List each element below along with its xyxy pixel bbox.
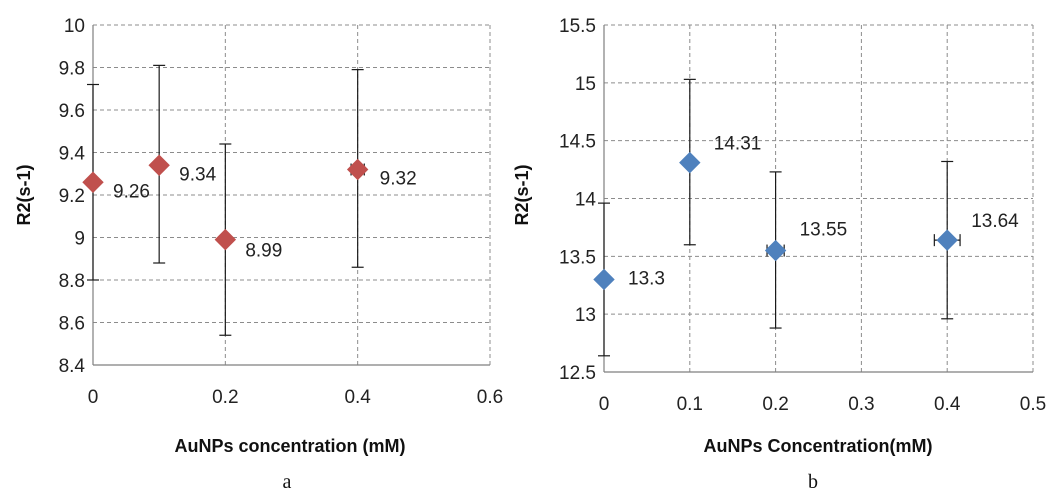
data-point-diamond: [82, 171, 104, 193]
y-tick-label: 9.6: [59, 101, 85, 122]
x-tick-label: 0: [88, 387, 99, 408]
x-tick-labels: 0 0.1 0.2 0.3 0.4 0.5: [599, 394, 1047, 415]
x-tick-label: 0.6: [477, 387, 503, 408]
data-point-diamond: [346, 158, 369, 181]
x-tick-label: 0: [599, 394, 610, 415]
y-tick-label: 12.5: [559, 363, 596, 384]
x-tick-label: 0.4: [934, 394, 961, 415]
y-tick-label: 9: [74, 229, 85, 250]
data-label: 13.3: [628, 268, 665, 289]
y-tick-label: 10: [64, 16, 85, 37]
data-label: 14.31: [714, 134, 762, 155]
panel-label: a: [283, 471, 292, 493]
gridlines: [93, 24, 491, 366]
data-point-diamond: [936, 229, 958, 251]
gridlines: [604, 24, 1034, 373]
y-tick-label: 13: [575, 305, 596, 326]
data-label: 8.99: [245, 241, 282, 262]
x-tick-label: 0.2: [762, 394, 788, 415]
y-axis-title: R2(s-1): [512, 164, 532, 225]
y-axis-title: R2(s-1): [14, 164, 34, 225]
data-labels: 9.26 9.34 8.99 9.32: [113, 164, 417, 261]
y-tick-labels: 12.5 13 13.5 14 14.5 15 15.5: [559, 16, 596, 384]
x-tick-label: 0.3: [848, 394, 874, 415]
x-tick-label: 0.5: [1020, 394, 1046, 415]
y-tick-label: 9.4: [59, 144, 86, 165]
x-tick-label: 0.2: [212, 387, 238, 408]
y-tick-label: 8.4: [59, 356, 86, 377]
x-axis-title: AuNPs concentration (mM): [174, 436, 405, 456]
y-tick-labels: 8.4 8.6 8.8 9 9.2 9.4 9.6 9.8 10: [59, 16, 86, 377]
data-points: [593, 151, 958, 291]
data-label: 9.34: [179, 164, 216, 185]
data-label: 9.26: [113, 181, 150, 202]
data-point-diamond: [593, 268, 615, 291]
x-axis-title: AuNPs Concentration(mM): [704, 436, 933, 456]
x-tick-labels: 0 0.2 0.4 0.6: [88, 387, 504, 408]
x-tick-label: 0.4: [344, 387, 371, 408]
y-tick-label: 8.8: [59, 271, 85, 292]
data-points: [82, 154, 369, 251]
data-label: 13.64: [971, 211, 1019, 232]
data-label: 9.32: [380, 169, 417, 190]
y-tick-label: 14: [575, 190, 597, 211]
y-tick-label: 13.5: [559, 247, 596, 268]
data-labels: 13.3 14.31 13.55 13.64: [628, 134, 1019, 290]
y-tick-label: 14.5: [559, 132, 596, 153]
y-tick-label: 9.8: [59, 59, 85, 80]
y-tick-label: 15: [575, 74, 596, 95]
y-tick-label: 9.2: [59, 186, 85, 207]
chart-panel-a: 8.4 8.6 8.8 9 9.2 9.4 9.6 9.8 10 0 0.2 0.4 0.6 9.26…: [14, 16, 503, 493]
data-point-diamond: [679, 151, 701, 174]
x-tick-label: 0.1: [677, 394, 703, 415]
panel-label: b: [808, 471, 818, 493]
data-point-diamond: [148, 154, 170, 176]
y-tick-label: 15.5: [559, 16, 596, 37]
y-tick-label: 8.6: [59, 314, 85, 335]
data-point-diamond: [764, 239, 787, 262]
data-point-diamond: [214, 228, 237, 251]
data-label: 13.55: [800, 220, 848, 241]
